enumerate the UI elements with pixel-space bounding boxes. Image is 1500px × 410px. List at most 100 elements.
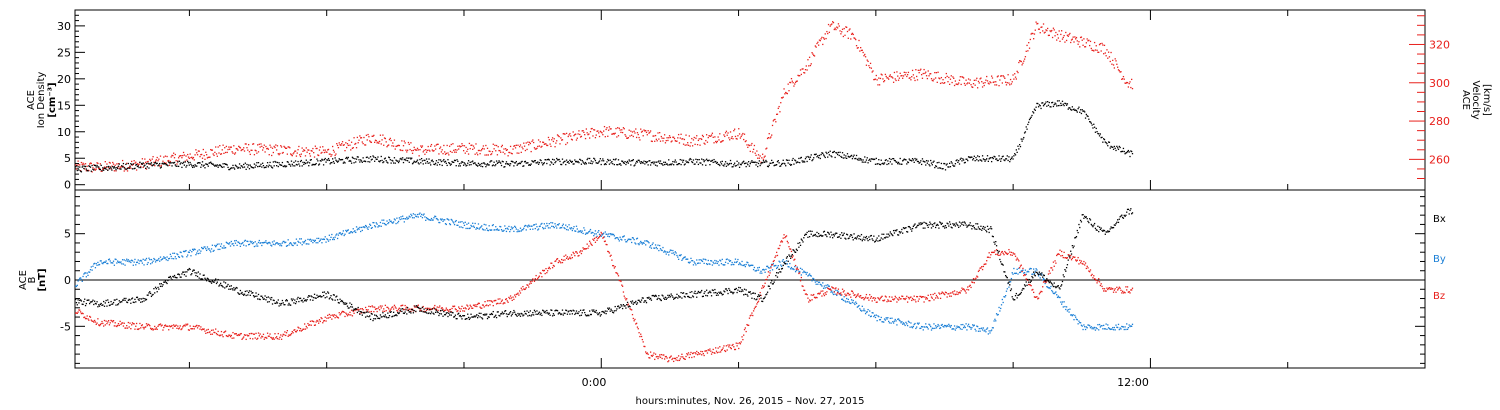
data-point-bz [350,309,353,311]
data-point-by [847,298,849,301]
data-point-density [728,163,730,165]
data-point-bz [440,307,443,309]
data-point-velocity [191,156,193,158]
data-point-velocity [723,134,725,136]
data-point-by [991,327,994,329]
data-point-velocity [549,143,551,145]
data-point-bz [114,322,116,324]
data-point-bz [220,330,223,333]
data-point-velocity [748,144,751,147]
data-point-density [376,158,378,160]
data-point-by [747,262,749,264]
data-point-density [194,164,196,166]
data-point-density [953,165,955,167]
data-point-density [119,168,121,170]
data-point-by [757,267,759,269]
data-point-by [214,244,216,247]
data-point-density [870,158,873,160]
data-point-bz [733,348,736,351]
data-point-velocity [170,156,172,158]
data-point-velocity [346,146,348,149]
data-point-velocity [518,152,520,154]
data-point-velocity [1057,37,1060,39]
data-point-velocity [111,165,113,167]
data-point-density [1054,102,1056,104]
data-point-velocity [1084,46,1087,48]
data-point-velocity [1006,82,1008,84]
data-point-velocity [391,145,393,147]
data-point-velocity [226,151,228,154]
series-velocity [75,21,1134,173]
data-point-bz [649,357,651,359]
data-point-velocity [712,136,714,138]
data-point-bz [457,310,459,312]
data-point-density [563,161,565,163]
data-point-density [1045,101,1047,103]
data-point-bz [476,303,479,305]
data-point-velocity [290,154,293,156]
data-point-density [339,159,341,161]
data-point-by [118,261,120,263]
data-point-bz [326,317,328,319]
data-point-bz [396,309,398,312]
data-point-by [864,312,867,315]
data-point-bz [777,247,779,250]
data-point-density [207,165,209,167]
data-point-bz [691,356,693,359]
data-point-by [903,323,905,325]
data-point-bz [97,318,99,320]
data-point-density [356,156,359,158]
data-point-density [90,170,92,172]
data-point-bz [730,347,732,350]
data-point-bz [850,290,853,292]
data-point-bz [444,309,446,312]
data-point-velocity [117,163,120,165]
data-point-velocity [871,71,873,73]
data-point-velocity [705,134,708,136]
data-point-density [1041,102,1043,104]
data-point-bz [168,329,170,331]
data-point-bz [694,352,696,354]
data-point-velocity [693,136,695,139]
data-point-bz [187,329,190,331]
data-point-density [560,163,562,166]
data-point-density [399,158,401,160]
data-point-velocity [1056,33,1059,36]
data-point-density [117,165,120,167]
data-point-density [1035,106,1037,108]
data-point-velocity [324,149,326,151]
data-point-velocity [954,80,957,82]
data-point-velocity [137,164,139,166]
data-point-density [999,158,1001,160]
data-point-bz [324,316,326,318]
data-point-velocity [104,161,106,163]
data-point-density [252,166,254,169]
data-point-bz [778,247,780,250]
data-point-by [417,216,419,218]
data-point-by [384,223,387,226]
data-point-density [308,165,310,167]
data-point-bz [231,337,233,339]
data-point-density [303,163,305,166]
data-point-density [565,159,568,161]
data-point-bz [377,307,379,310]
data-point-by [1117,323,1120,326]
data-point-bz [515,293,517,296]
data-point-density [419,158,421,161]
data-point-by [1090,326,1092,328]
data-point-velocity [737,135,739,137]
data-point-density [86,169,88,172]
data-point-bz [140,324,143,327]
data-point-bz [723,345,725,347]
data-point-density [818,154,821,157]
data-point-by [1052,292,1055,295]
data-point-density [409,157,411,159]
data-point-bz [630,308,632,311]
data-point-density [131,163,133,166]
data-point-by [160,259,162,261]
data-point-density [283,165,285,168]
data-point-by [666,251,668,253]
data-point-velocity [364,144,366,146]
data-point-bz [563,255,565,257]
data-point-by [565,228,568,231]
